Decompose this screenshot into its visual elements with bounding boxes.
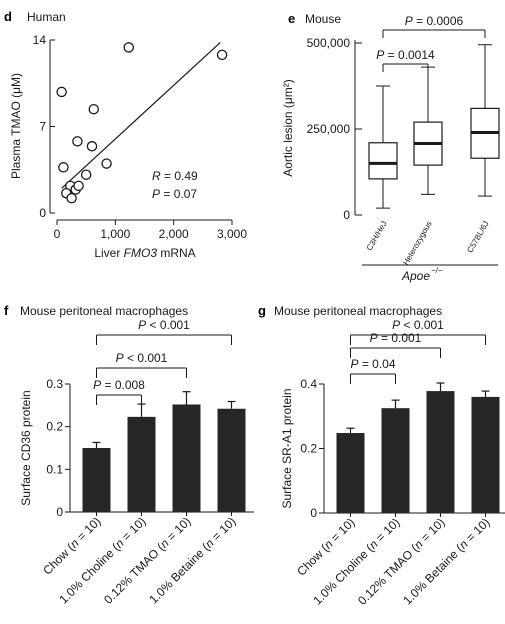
data-point (66, 192, 77, 204)
panel-letter-f: f (4, 303, 9, 318)
data-point (86, 141, 98, 152)
category-label: 1.0% Choline (n = 10) (310, 515, 402, 607)
category-label: 0.12% TMAO (n = 10) (355, 515, 448, 608)
panel-e-boxplot: Mouse 0 250,000 500,000 Aortic lesion (μm²) C… (281, 12, 500, 283)
x-axis-label: Liver FMO3 mRNA (94, 246, 195, 260)
y-tick-label: 0 (343, 208, 350, 222)
chart-title: Human (27, 10, 66, 24)
regression-line (61, 42, 221, 189)
stat-label: P = 0.07 (152, 187, 197, 201)
p-value-label: P < 0.001 (138, 318, 190, 332)
chart-title: Mouse (305, 12, 341, 26)
y-axis-label: Surface CD36 protein (19, 390, 33, 505)
y-axis-label: Aortic lesion (μm²) (281, 79, 295, 177)
p-value-label: P < 0.001 (116, 351, 168, 365)
category-label: Heterozygous (401, 220, 433, 267)
y-tick-label: 0.2 (46, 420, 63, 434)
y-axis-label: Surface SR-A1 protein (280, 388, 294, 508)
y-tick-label: 0.3 (46, 377, 63, 391)
bar (471, 396, 500, 513)
p-value-label: P = 0.001 (370, 331, 422, 345)
chart-title: Mouse peritoneal macrophages (20, 304, 188, 318)
bar (381, 408, 410, 513)
group-label-superscript: −/− (431, 266, 443, 275)
y-tick-label: 0.1 (46, 462, 63, 476)
data-point (123, 42, 135, 53)
panel-d-scatter: Human 0 7 14 0 1,000 2,000 3,000 Liver FMO3 mRNA… (9, 10, 247, 260)
y-tick-label: 7 (39, 120, 46, 134)
stat-label: R = 0.49 (152, 169, 198, 183)
data-point (58, 162, 69, 173)
x-tick-label: 1,000 (100, 227, 130, 241)
y-tick-label: 0 (310, 506, 317, 520)
group-label-base: Apoe (401, 269, 430, 283)
p-value-label: P = 0.0006 (405, 14, 464, 28)
panel-letter-e: e (288, 11, 295, 26)
panel-letter-g: g (258, 303, 266, 318)
p-value-label: P < 0.001 (392, 318, 444, 332)
category-label: C3H/HeJ (365, 220, 389, 253)
bar (336, 433, 365, 513)
y-tick-label: 250,000 (307, 122, 351, 136)
panel-letter-d: d (4, 9, 12, 24)
data-point (101, 158, 112, 169)
bar (127, 416, 156, 512)
y-tick-label: 0.4 (300, 377, 317, 391)
bar (172, 404, 201, 512)
data-point (56, 86, 67, 98)
bar (217, 408, 246, 512)
y-tick-label: 0 (39, 206, 46, 220)
y-axis-label: Plasma TMAO (μM) (9, 73, 23, 179)
data-point (73, 180, 84, 192)
x-tick-label: 3,000 (217, 227, 247, 241)
bar (82, 448, 111, 512)
category-label: 1.0% Betaine (n = 10) (146, 514, 238, 606)
y-tick-label: 0.2 (300, 442, 317, 456)
p-value-label: P = 0.04 (350, 357, 395, 371)
y-tick-label: 14 (33, 33, 47, 47)
chart-title: Mouse peritoneal macrophages (274, 304, 442, 318)
p-value-label: P = 0.008 (93, 378, 145, 392)
x-tick-label: 2,000 (159, 227, 189, 241)
x-tick-label: 0 (54, 227, 61, 241)
box (368, 142, 398, 180)
category-label: C57BL/6J (465, 220, 490, 255)
category-label: 0.12% TMAO (n = 10) (101, 514, 194, 607)
data-point (216, 49, 228, 61)
data-point (72, 136, 83, 147)
data-point (80, 169, 92, 180)
panel-g-bar-chart: Mouse peritoneal macrophages 0 0.2 0.4 Surfa… (274, 304, 505, 608)
y-tick-label: 0 (56, 505, 63, 519)
bar (426, 391, 455, 513)
category-label: 1.0% Choline (n = 10) (56, 514, 148, 606)
panel-f-bar-chart: Mouse peritoneal macrophages 0 0.1 0.2 0.3 Su… (19, 304, 254, 607)
p-value-label: P = 0.0014 (376, 48, 435, 62)
y-tick-label: 500,000 (307, 36, 351, 50)
data-point (88, 103, 100, 115)
category-label: 1.0% Betaine (n = 10) (400, 515, 492, 607)
